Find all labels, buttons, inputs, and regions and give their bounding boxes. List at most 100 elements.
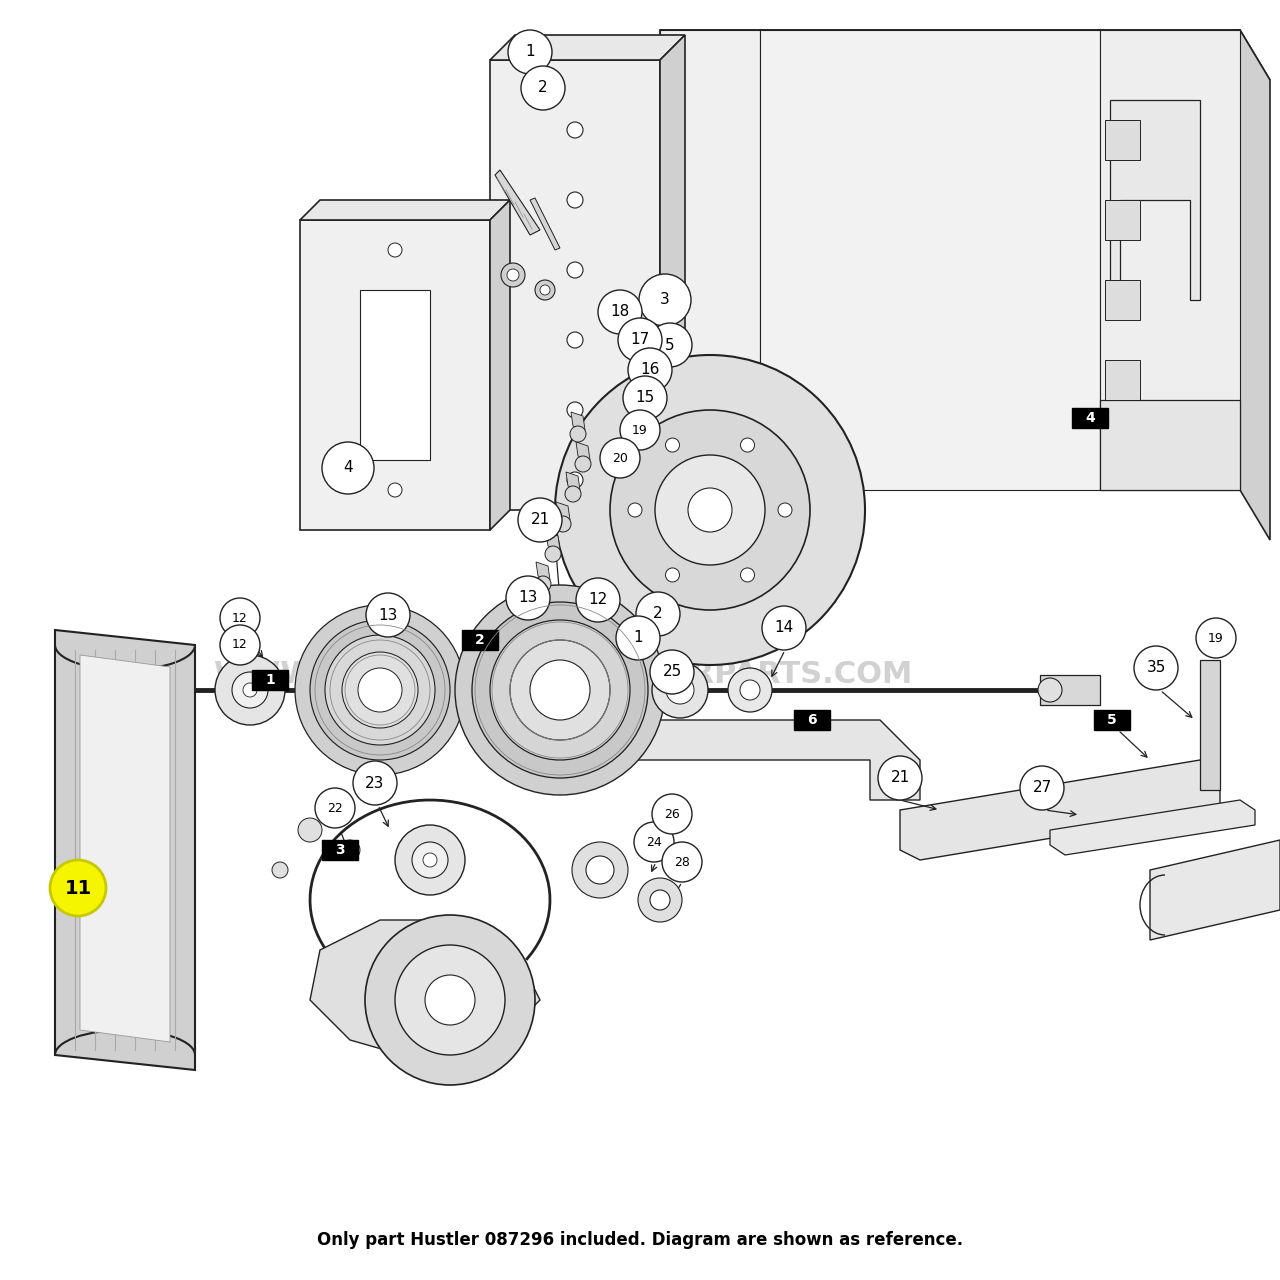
- Circle shape: [50, 860, 106, 916]
- Circle shape: [396, 826, 465, 895]
- Polygon shape: [760, 29, 1100, 490]
- Circle shape: [454, 585, 666, 795]
- Circle shape: [652, 662, 708, 718]
- Circle shape: [572, 842, 628, 899]
- Text: 3: 3: [335, 844, 344, 858]
- Circle shape: [220, 598, 260, 637]
- Polygon shape: [566, 472, 580, 490]
- Circle shape: [232, 672, 268, 708]
- Circle shape: [628, 348, 672, 392]
- FancyBboxPatch shape: [323, 840, 358, 860]
- Circle shape: [556, 355, 865, 666]
- Text: 17: 17: [630, 333, 650, 347]
- Text: 4: 4: [1085, 411, 1094, 425]
- Polygon shape: [547, 532, 561, 550]
- Text: 2: 2: [475, 634, 485, 646]
- FancyBboxPatch shape: [1073, 408, 1108, 428]
- Text: 2: 2: [653, 607, 663, 622]
- Circle shape: [535, 576, 550, 591]
- Circle shape: [518, 498, 562, 541]
- Text: 13: 13: [518, 590, 538, 605]
- Text: 12: 12: [232, 612, 248, 625]
- Circle shape: [535, 280, 556, 300]
- Circle shape: [728, 668, 772, 712]
- Polygon shape: [1105, 200, 1140, 241]
- Polygon shape: [1050, 800, 1254, 855]
- FancyBboxPatch shape: [462, 630, 498, 650]
- Circle shape: [655, 454, 765, 564]
- Polygon shape: [360, 291, 430, 460]
- Circle shape: [506, 576, 550, 620]
- Text: 12: 12: [589, 593, 608, 608]
- Polygon shape: [300, 200, 509, 220]
- Circle shape: [620, 410, 660, 451]
- Text: 21: 21: [891, 771, 910, 786]
- Circle shape: [567, 402, 582, 419]
- Circle shape: [567, 192, 582, 207]
- Circle shape: [600, 438, 640, 477]
- Circle shape: [353, 762, 397, 805]
- Circle shape: [243, 684, 257, 698]
- Circle shape: [689, 488, 732, 532]
- Circle shape: [1134, 646, 1178, 690]
- Polygon shape: [1105, 280, 1140, 320]
- Polygon shape: [300, 220, 490, 530]
- Polygon shape: [1149, 840, 1280, 940]
- Circle shape: [586, 856, 614, 884]
- Polygon shape: [536, 562, 550, 580]
- Circle shape: [666, 568, 680, 582]
- Circle shape: [778, 503, 792, 517]
- Text: 28: 28: [675, 855, 690, 869]
- Polygon shape: [660, 29, 1270, 79]
- Circle shape: [294, 605, 465, 774]
- Circle shape: [340, 840, 360, 860]
- Circle shape: [623, 376, 667, 420]
- Text: 11: 11: [64, 878, 92, 897]
- Text: 4: 4: [343, 461, 353, 475]
- Text: 12: 12: [232, 639, 248, 652]
- Circle shape: [666, 438, 680, 452]
- Circle shape: [576, 579, 620, 622]
- Text: 3: 3: [660, 293, 669, 307]
- FancyBboxPatch shape: [1201, 660, 1220, 790]
- Polygon shape: [490, 60, 660, 509]
- Text: 19: 19: [1208, 631, 1224, 645]
- Circle shape: [567, 122, 582, 138]
- Polygon shape: [571, 412, 585, 430]
- Text: WWW.HUSTLERLAWNMOWERPARTS.COM: WWW.HUSTLERLAWNMOWERPARTS.COM: [214, 660, 913, 689]
- Circle shape: [358, 668, 402, 712]
- Circle shape: [652, 794, 692, 835]
- Polygon shape: [1100, 29, 1240, 490]
- Circle shape: [422, 852, 436, 867]
- Text: 1: 1: [265, 673, 275, 687]
- Circle shape: [530, 660, 590, 719]
- Circle shape: [508, 29, 552, 74]
- Circle shape: [628, 503, 643, 517]
- Circle shape: [490, 620, 630, 760]
- Circle shape: [1020, 765, 1064, 810]
- Circle shape: [662, 842, 701, 882]
- Polygon shape: [495, 170, 540, 236]
- Circle shape: [425, 975, 475, 1025]
- Circle shape: [650, 890, 669, 910]
- Circle shape: [236, 675, 265, 705]
- Circle shape: [323, 442, 374, 494]
- Circle shape: [509, 640, 611, 740]
- Circle shape: [762, 605, 806, 650]
- Text: 2: 2: [538, 81, 548, 96]
- Circle shape: [567, 472, 582, 488]
- Circle shape: [648, 323, 692, 367]
- Circle shape: [618, 317, 662, 362]
- Text: 25: 25: [662, 664, 682, 680]
- Text: 14: 14: [774, 621, 794, 635]
- Circle shape: [412, 842, 448, 878]
- Circle shape: [310, 620, 451, 760]
- Polygon shape: [55, 630, 195, 1070]
- Polygon shape: [79, 655, 170, 1042]
- Circle shape: [575, 456, 591, 472]
- Circle shape: [666, 676, 694, 704]
- Circle shape: [740, 680, 760, 700]
- Circle shape: [388, 243, 402, 257]
- Text: 23: 23: [365, 776, 385, 791]
- Circle shape: [636, 591, 680, 636]
